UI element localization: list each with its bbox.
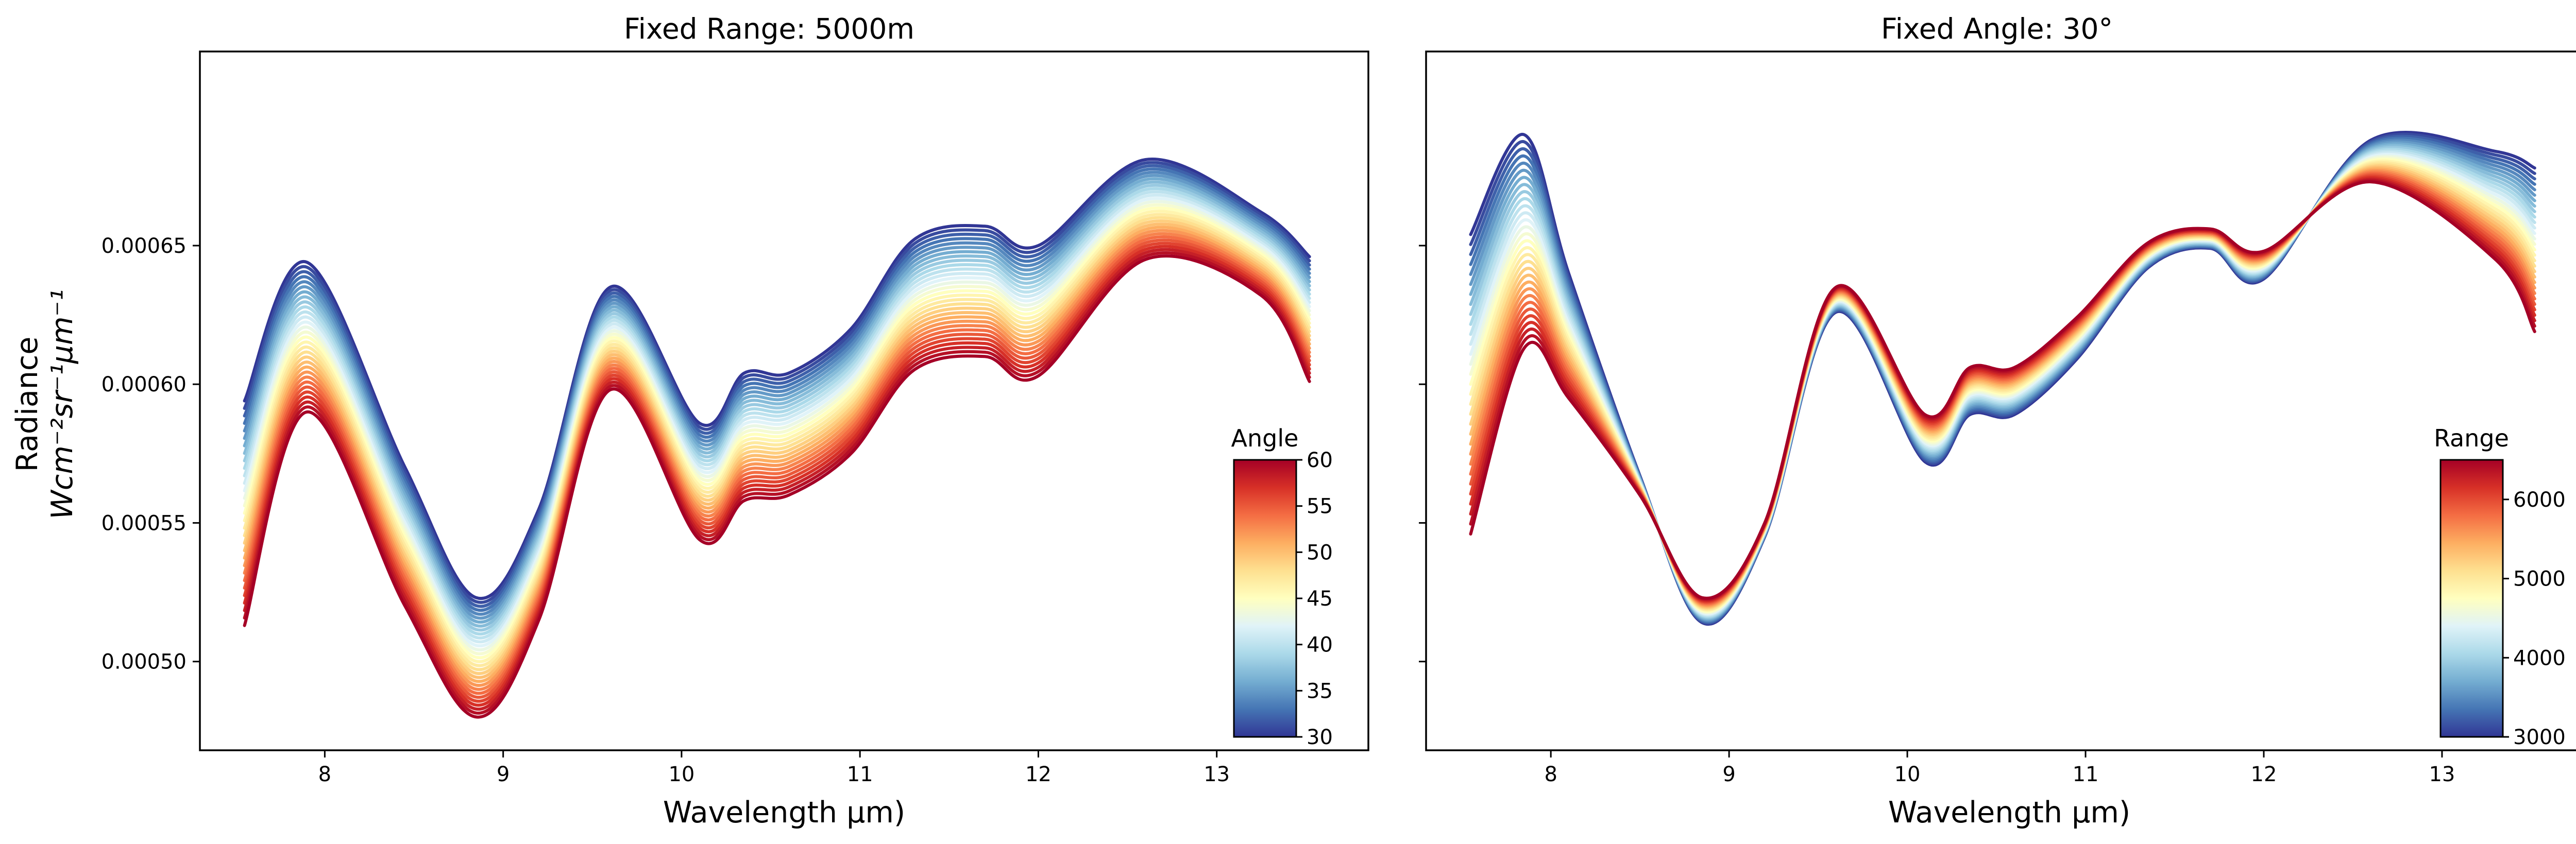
- series-line: [243, 213, 1311, 667]
- series-line: [243, 226, 1311, 683]
- x-axis-ticks: 8 9 10 11 12 13: [1544, 750, 2455, 786]
- colorbar-title: Angle: [1231, 424, 1299, 452]
- panel-fixed-angle: Fixed Angle: 30° 8 9 10 11 12 13 Wavelength μ…: [1419, 12, 2576, 830]
- series-line: [243, 248, 1311, 711]
- series-line: [243, 238, 1311, 699]
- y-tick-label: 0.00060: [101, 373, 187, 397]
- y-axis-units: Wcm⁻²sr⁻¹μm⁻¹: [45, 289, 79, 520]
- series-line: [243, 167, 1311, 612]
- x-axis-ticks: 8 9 10 11 12 13: [318, 750, 1230, 786]
- x-tick-label: 12: [1025, 763, 1052, 786]
- series-line: [243, 174, 1311, 620]
- x-tick-label: 9: [497, 763, 510, 786]
- colorbar-tick-label: 30: [1307, 726, 1333, 749]
- y-axis-ticks: [1419, 245, 1426, 663]
- colorbar-ticks: 3000 4000 5000 6000: [2503, 488, 2566, 749]
- colorbar-tick-label: 35: [1307, 679, 1333, 703]
- x-tick-label: 9: [1722, 763, 1735, 786]
- colorbar-tick-label: 6000: [2513, 488, 2566, 512]
- plot-frame: [199, 50, 1369, 751]
- y-tick-label: 0.00055: [101, 511, 187, 535]
- series-line: [243, 245, 1311, 707]
- x-tick-label: 11: [847, 763, 873, 786]
- x-tick-label: 13: [2429, 763, 2455, 786]
- series-line: [243, 210, 1311, 663]
- series-line: [243, 254, 1311, 719]
- chart-title: Fixed Angle: 30°: [1881, 12, 2113, 45]
- colorbar-gradient: [2439, 459, 2504, 738]
- series-line: [243, 200, 1311, 651]
- colorbar: Range 3000 4000 5000 6000: [2434, 424, 2566, 749]
- colorbar-tick-label: 60: [1307, 449, 1333, 472]
- series-line: [243, 229, 1311, 687]
- series-group: [243, 158, 1311, 719]
- series-line: [243, 235, 1311, 695]
- series-line: [243, 180, 1311, 628]
- series-line: [1469, 180, 2536, 600]
- x-tick-label: 11: [2073, 763, 2099, 786]
- series-line: [243, 190, 1311, 640]
- series-line: [243, 158, 1311, 600]
- series-line: [243, 161, 1311, 604]
- series-line: [243, 177, 1311, 624]
- x-tick-label: 8: [1544, 763, 1557, 786]
- colorbar-tick-label: 3000: [2513, 726, 2566, 749]
- x-tick-label: 10: [1894, 763, 1921, 786]
- x-tick-label: 12: [2251, 763, 2277, 786]
- series-line: [1469, 166, 2536, 609]
- colorbar-ticks: 30 35 40 45 50 55 60: [1296, 449, 1333, 749]
- colorbar-tick-label: 40: [1307, 633, 1333, 657]
- series-line: [243, 193, 1311, 644]
- y-tick-label: 0.00050: [101, 650, 187, 674]
- series-line: [243, 164, 1311, 608]
- colorbar-tick-label: 5000: [2513, 567, 2566, 591]
- series-line: [243, 222, 1311, 679]
- series-line: [243, 203, 1311, 656]
- series-line: [243, 197, 1311, 648]
- series-line: [243, 242, 1311, 703]
- colorbar-tick-label: 4000: [2513, 646, 2566, 670]
- x-axis-label: Wavelength μm): [1888, 796, 2130, 830]
- colorbar-gradient: [1233, 459, 1297, 738]
- series-line: [243, 216, 1311, 671]
- series-line: [243, 187, 1311, 636]
- x-tick-label: 8: [318, 763, 331, 786]
- plot-frame: [1425, 50, 2576, 751]
- series-line: [243, 219, 1311, 675]
- y-axis-ticks: 0.00050 0.00055 0.00060 0.00065: [101, 234, 200, 674]
- x-tick-label: 10: [668, 763, 694, 786]
- series-line: [243, 206, 1311, 660]
- series-line: [243, 183, 1311, 632]
- series-line: [243, 170, 1311, 616]
- chart-title: Fixed Range: 5000m: [624, 12, 914, 45]
- y-tick-label: 0.00065: [101, 234, 187, 258]
- colorbar-tick-label: 45: [1307, 587, 1333, 611]
- series-group: [1469, 131, 2536, 626]
- colorbar-title: Range: [2434, 424, 2509, 452]
- colorbar-tick-label: 50: [1307, 541, 1333, 564]
- series-line: [243, 251, 1311, 715]
- colorbar: Angle 30 35 40 45 50 55 60: [1231, 424, 1333, 749]
- y-axis-label: Radiance: [10, 337, 44, 472]
- series-line: [243, 232, 1311, 691]
- panel-fixed-range: Fixed Range: 5000m 8 9 10 11 12 13 0.000500.0…: [10, 12, 1369, 830]
- colorbar-tick-label: 55: [1307, 495, 1333, 519]
- x-axis-label: Wavelength μm): [663, 796, 905, 830]
- x-tick-label: 13: [1204, 763, 1230, 786]
